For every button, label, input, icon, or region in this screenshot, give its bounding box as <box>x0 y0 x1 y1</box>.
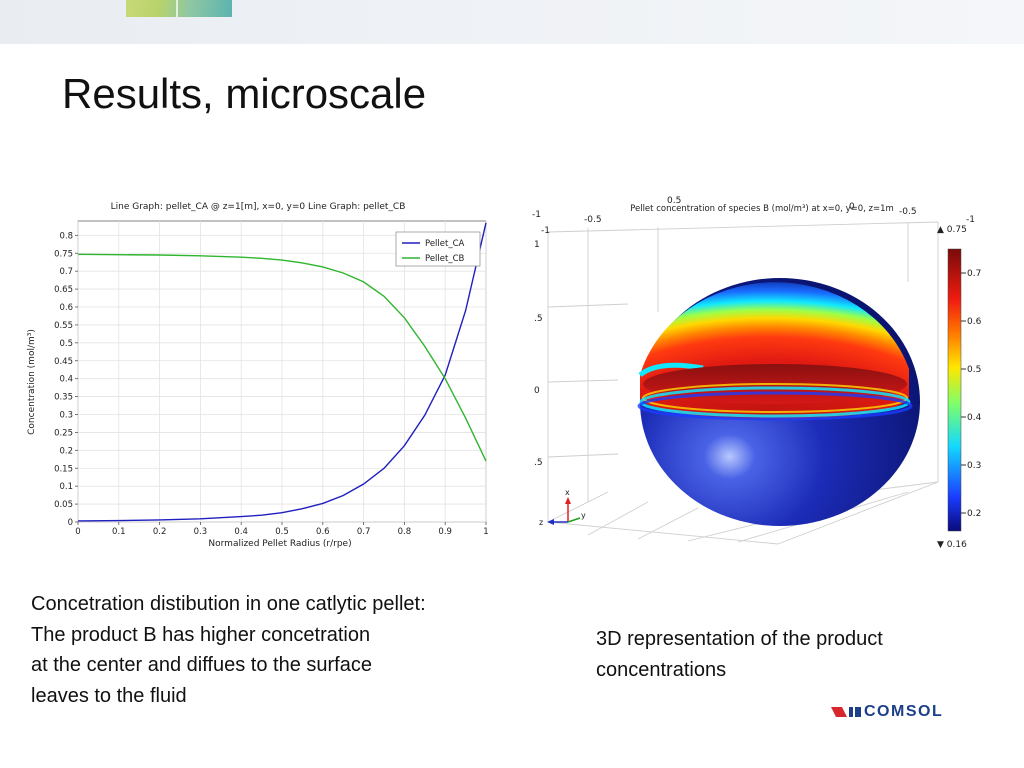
y-tick-label: 0.45 <box>54 357 73 367</box>
y-tick-label: 0.7 <box>59 267 73 277</box>
axis-label: 0 <box>849 202 855 212</box>
x-tick-label: 0.3 <box>194 527 208 537</box>
axis-label: -1 <box>966 215 975 225</box>
y-tick-label: 0 <box>68 518 73 528</box>
color-bar-min: ▼ 0.16 <box>937 540 967 550</box>
caption-line: 3D representation of the product <box>596 628 883 650</box>
legend-box <box>395 231 481 267</box>
color-bar <box>947 248 962 532</box>
triad-x-label: x <box>565 488 570 497</box>
y-tick-label: 0.6 <box>59 303 73 313</box>
top-banner <box>0 0 1024 44</box>
legend-label: Pellet_CB <box>425 254 465 264</box>
color-bar-tick: 0.7 <box>967 269 981 279</box>
y-tick-label: 0.2 <box>59 446 73 456</box>
cutaway-rim <box>638 362 704 378</box>
axis-label: -0.5 <box>899 207 917 217</box>
axis-label: .5 <box>534 458 543 468</box>
x-tick-labels: 0 0.1 0.2 0.3 0.4 0.5 0.6 0.7 0.8 0.9 1 <box>75 522 489 537</box>
sphere-plot-title: Pellet concentration of species B (mol/m… <box>630 204 894 214</box>
banner-graphic <box>126 0 232 17</box>
color-bar-tick: 0.6 <box>967 317 982 327</box>
caption-line: at the center and diffues to the surface <box>31 654 372 676</box>
color-bar-tick: 0.5 <box>967 365 981 375</box>
color-legend: ▲ 0.75 ▼ 0.16 0.7 0.6 0.5 0.4 0.3 0.2 <box>937 225 982 550</box>
axis-label: -1 <box>541 226 550 236</box>
color-bar-tick: 0.3 <box>967 461 981 471</box>
x-tick-label: 0.2 <box>153 527 167 537</box>
y-tick-label: 0.55 <box>54 321 73 331</box>
caption-right: 3D representation of the product concent… <box>596 624 883 685</box>
axis-label: 1 <box>534 240 540 250</box>
caption-line: Concetration distibution in one catlytic… <box>31 593 426 615</box>
line-chart: Line Graph: pellet_CA @ z=1[m], x=0, y=0… <box>20 192 500 552</box>
x-tick-label: 1 <box>483 527 488 537</box>
x-tick-label: 0.5 <box>275 527 289 537</box>
sphere-3d-plot: Pellet concentration of species B (mol/m… <box>532 196 982 550</box>
series-lines <box>77 222 487 522</box>
y-tick-label: 0.65 <box>54 285 73 295</box>
sphere-axis-labels: -0.5 0.5 -1 0 -0.5 -1 -1 1 .5 0 .5 <box>532 196 975 468</box>
comsol-logo-text: COMSOL <box>864 703 944 720</box>
y-tick-label: 0.5 <box>59 339 73 349</box>
y-axis-label: Concentration (mol/m³) <box>27 329 37 435</box>
legend-label: Pellet_CA <box>425 239 465 249</box>
x-tick-label: 0.4 <box>234 527 248 537</box>
y-tick-label: 0.3 <box>59 411 73 421</box>
line-chart-title: Line Graph: pellet_CA @ z=1[m], x=0, y=0… <box>111 202 406 212</box>
caption-line: concentrations <box>596 658 727 681</box>
grid-lines <box>77 221 487 523</box>
series-line-pellet-ca <box>77 222 487 522</box>
caption-left: Concetration distibution in one catlytic… <box>31 589 426 711</box>
y-tick-label: 0.1 <box>59 482 73 492</box>
y-tick-label: 0.8 <box>59 231 73 241</box>
x-tick-label: 0.6 <box>316 527 330 537</box>
x-tick-label: 0.1 <box>112 527 126 537</box>
x-tick-label: 0 <box>75 527 80 537</box>
comsol-logo-icon <box>831 707 861 717</box>
series-line-pellet-cb <box>77 253 487 462</box>
y-tick-label: 0.35 <box>54 393 73 403</box>
axis-label: .5 <box>534 314 543 324</box>
color-bar-tick: 0.2 <box>967 509 981 519</box>
y-tick-label: 0.75 <box>54 249 73 259</box>
x-axis-label: Normalized Pellet Radius (r/rpe) <box>208 539 351 549</box>
y-tick-label: 0.15 <box>54 464 73 474</box>
x-tick-label: 0.9 <box>438 527 452 537</box>
slide-title: Results, microscale <box>62 70 427 117</box>
perspective-grid <box>547 221 939 545</box>
comsol-logo: COMSOL <box>830 702 960 722</box>
y-tick-label: 0.4 <box>59 375 73 385</box>
color-bar-max: ▲ 0.75 <box>937 225 967 235</box>
axis-label: -0.5 <box>584 215 602 225</box>
triad-z-label: z <box>539 518 543 527</box>
chart-legend: Pellet_CA Pellet_CB <box>395 231 481 267</box>
y-tick-label: 0.05 <box>54 500 73 510</box>
axis-label: -1 <box>532 210 541 220</box>
x-tick-label: 0.7 <box>357 527 371 537</box>
color-bar-tick: 0.4 <box>967 413 982 423</box>
x-tick-label: 0.8 <box>398 527 412 537</box>
caption-line: leaves to the fluid <box>31 684 187 707</box>
triad-y-label: y <box>581 511 586 520</box>
caption-line: The product B has higher concetration <box>31 623 371 646</box>
axis-label: 0.5 <box>667 196 681 206</box>
y-tick-label: 0.25 <box>54 428 73 438</box>
axis-triad: x y z <box>539 488 586 527</box>
axis-label: 0 <box>534 386 540 396</box>
y-tick-labels: 0 0.05 0.1 0.15 0.2 0.25 0.3 0.35 0.4 0.45 0.5 0.55… <box>54 231 78 528</box>
pellet-sphere <box>637 278 920 526</box>
